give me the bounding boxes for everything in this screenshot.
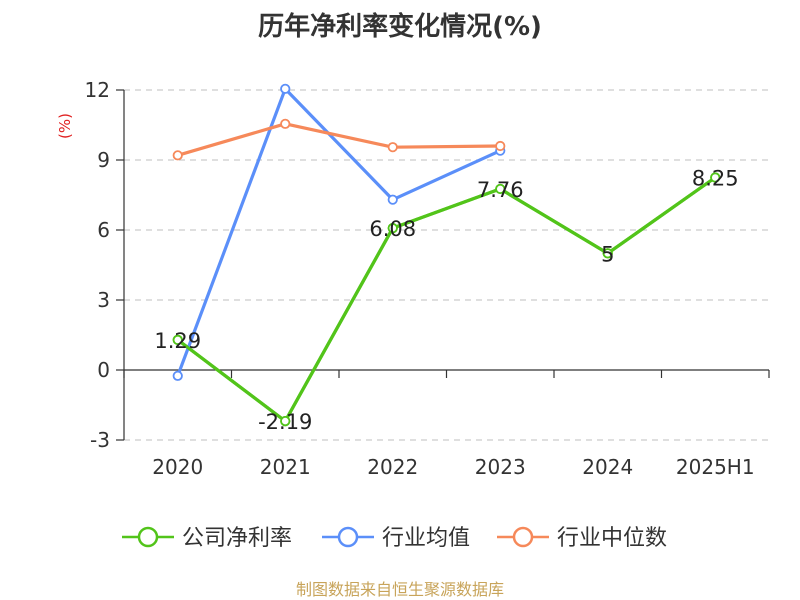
data-label: -2.19 bbox=[258, 410, 312, 434]
legend-label: 行业均值 bbox=[382, 526, 470, 551]
legend-label: 公司净利率 bbox=[182, 526, 292, 551]
data-point bbox=[387, 223, 398, 234]
source-footer: 制图数据来自恒生聚源数据库 bbox=[295, 580, 504, 599]
y-tick-label: -3 bbox=[90, 428, 110, 452]
x-tick-label: 2025H1 bbox=[676, 455, 755, 479]
data-label: 6.08 bbox=[369, 217, 416, 241]
data-point bbox=[602, 248, 613, 259]
series-line bbox=[176, 176, 717, 423]
y-tick-label: 3 bbox=[97, 288, 110, 312]
series-lines bbox=[172, 83, 721, 427]
x-tick-label: 2023 bbox=[475, 455, 526, 479]
grid-lines bbox=[124, 89, 769, 441]
x-tick-label: 2022 bbox=[367, 455, 418, 479]
series-line bbox=[176, 87, 501, 377]
data-point bbox=[172, 150, 183, 161]
data-point bbox=[280, 83, 291, 94]
data-point bbox=[172, 370, 183, 381]
series-line bbox=[177, 122, 501, 157]
legend: 公司净利率 行业均值 行业中位数 bbox=[122, 526, 667, 551]
data-point bbox=[387, 142, 398, 153]
data-point bbox=[280, 415, 291, 427]
data-labels: 1.29 -2.19 6.08 7.76 5 8.25 bbox=[154, 167, 738, 435]
data-label: 7.76 bbox=[477, 178, 524, 202]
x-tick-label: 2021 bbox=[260, 455, 311, 479]
data-label: 5 bbox=[601, 242, 614, 266]
data-label: 8.25 bbox=[692, 167, 739, 191]
data-point bbox=[495, 183, 506, 195]
legend-label: 行业中位数 bbox=[557, 526, 667, 551]
legend-swatch-marker bbox=[337, 526, 359, 548]
series-line bbox=[176, 176, 717, 423]
data-point bbox=[495, 140, 506, 152]
y-tick-label: 9 bbox=[97, 148, 110, 172]
data-point bbox=[280, 118, 291, 129]
data-point bbox=[172, 334, 183, 345]
x-tick-label: 2020 bbox=[152, 455, 203, 479]
y-tick-label: 0 bbox=[97, 358, 110, 382]
data-point bbox=[710, 172, 721, 183]
data-point bbox=[387, 194, 398, 205]
y-axis-label: (%) bbox=[56, 113, 74, 139]
y-tick-label: 12 bbox=[85, 78, 110, 102]
chart-title: 历年净利率变化情况(%) bbox=[258, 12, 542, 42]
legend-swatch-marker bbox=[137, 526, 159, 548]
legend-swatch-marker bbox=[512, 526, 534, 548]
x-tick-label: 2024 bbox=[582, 455, 633, 479]
data-label: 1.29 bbox=[154, 329, 201, 353]
y-tick-label: 6 bbox=[97, 218, 110, 242]
axes: -3 0 3 6 9 12 2020 2021 2022 2023 2024 2025H1 (%) bbox=[56, 78, 770, 479]
